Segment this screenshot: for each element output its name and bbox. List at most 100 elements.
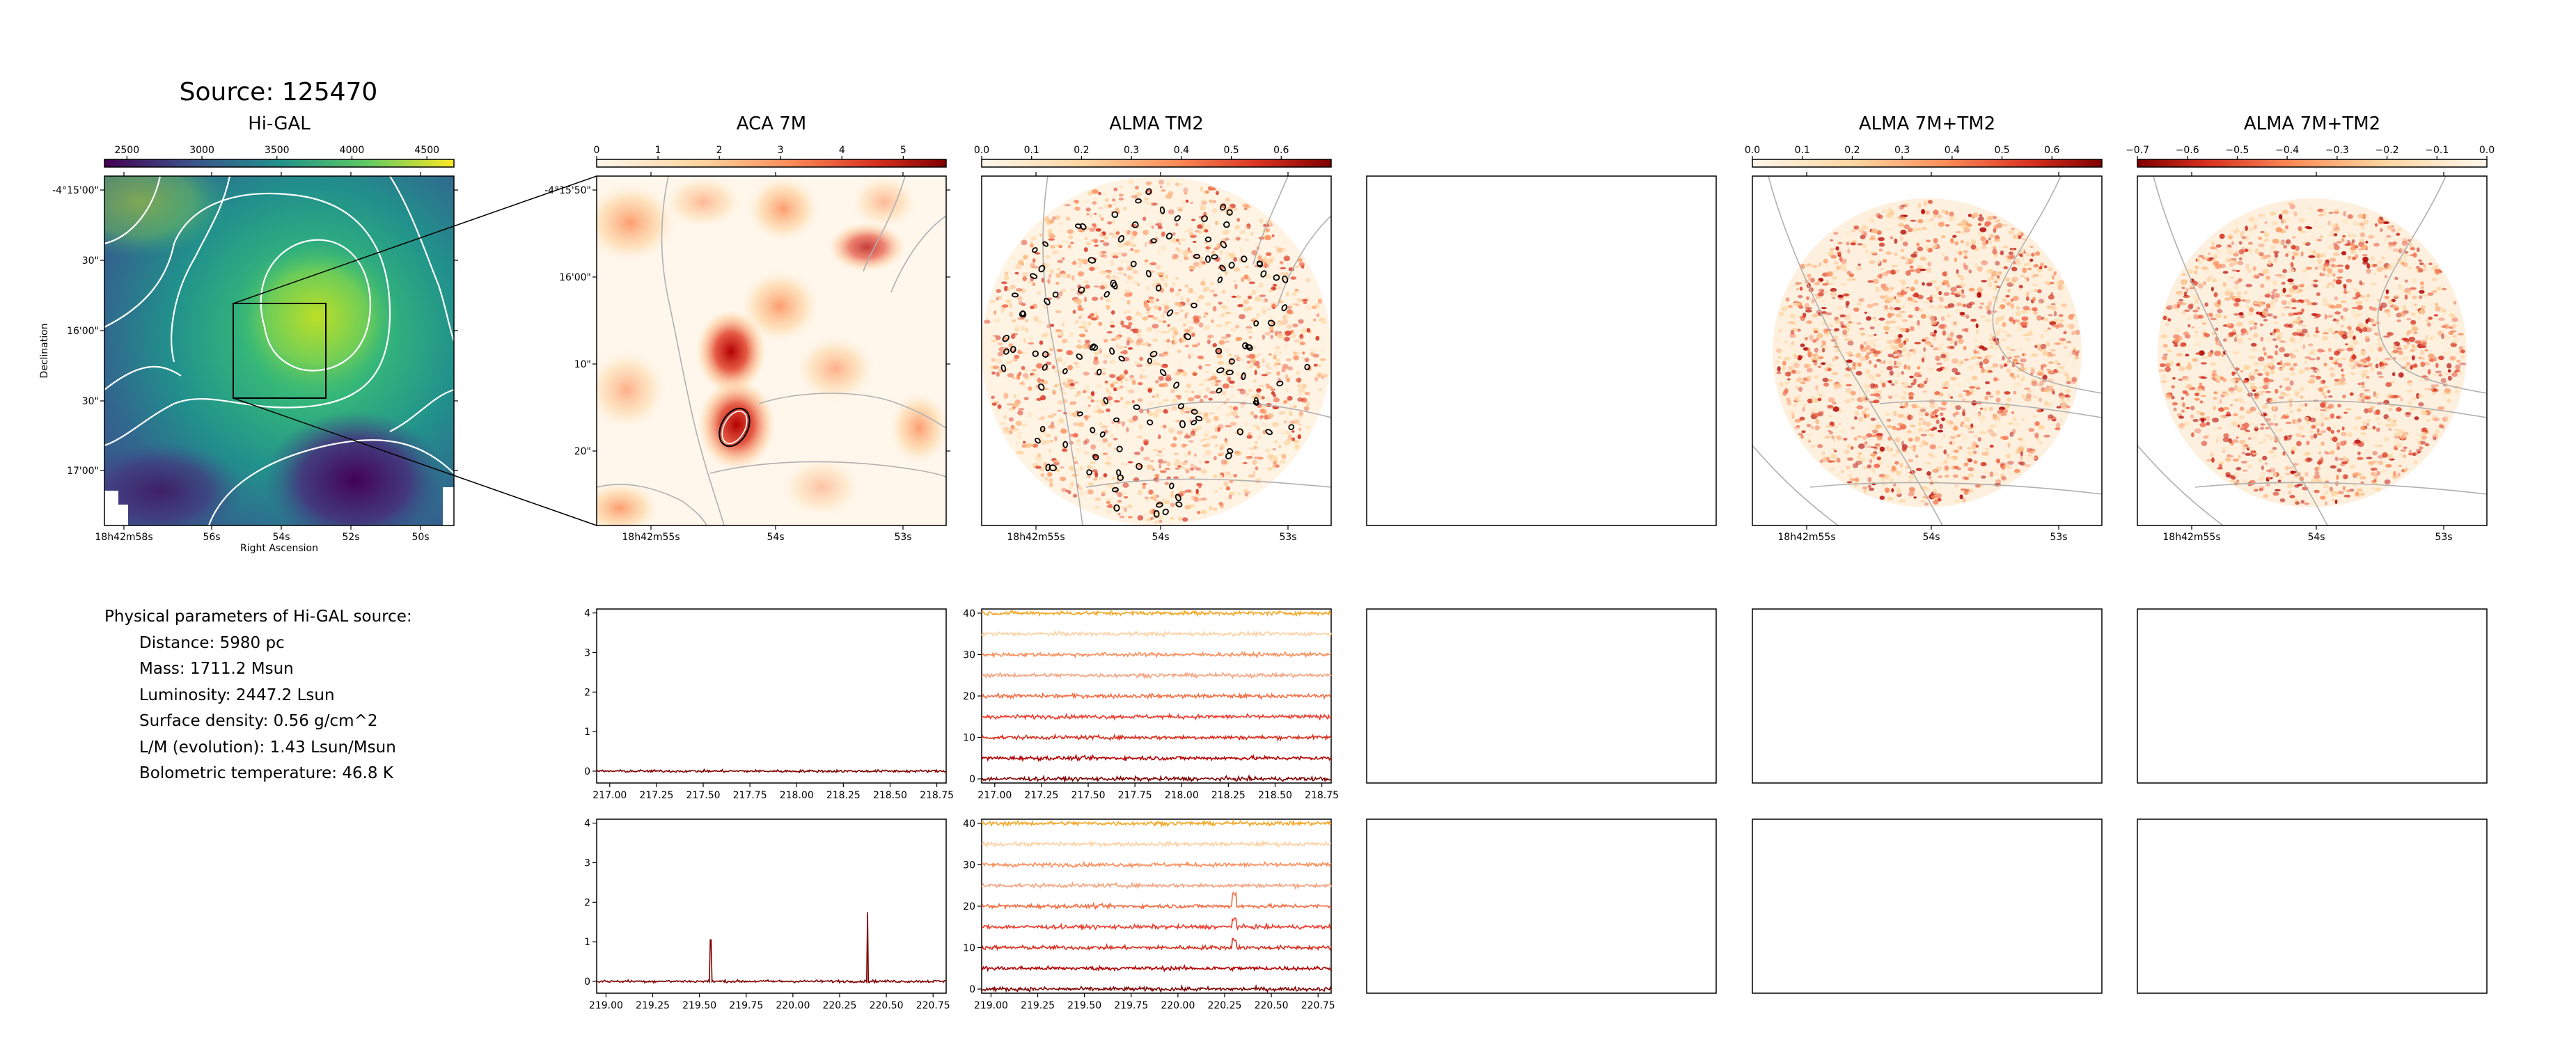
source-ellipse [1130,260,1137,267]
source-ellipse [1032,350,1039,357]
frame-alma-7m-tm2-negative [2137,175,2488,526]
source-ellipse [1110,279,1117,288]
colorbar-tick-label: 3 [778,145,784,156]
x-tick-label: 52s [342,532,359,543]
y-tick-label: 10" [574,359,591,370]
title-aca-7m: ACA 7M [737,113,807,134]
source-ellipse [1113,417,1120,422]
source-ellipse [1260,270,1267,278]
source-ellipse [1062,367,1068,374]
source-ellipse [1165,232,1173,240]
source-ellipse [1173,381,1180,389]
x-tick-label: 217.25 [1024,790,1058,801]
spectrum-line [981,753,1332,762]
source-ellipse [1103,397,1109,404]
spectrum-line [596,912,947,984]
spectrum-line [981,733,1332,742]
x-tick-label: 218.50 [1258,790,1292,801]
x-tick-label: 50s [411,532,429,543]
x-tick-label: 53s [894,532,911,543]
colorbar-tick-label: −0.7 [2126,145,2149,156]
title-higal: Hi-GAL [248,113,311,134]
source-ellipse [1032,247,1038,253]
source-ellipse [1153,509,1160,518]
frame-aca-7m [596,175,947,526]
source-ellipse [1078,286,1085,294]
image-alma-7m-tm2-negative [2137,176,2487,525]
y-tick-label: 10 [963,943,975,954]
source-ellipse [1116,445,1123,452]
x-tick-label: 18h42m55s [1777,532,1835,543]
source-ellipse [1217,276,1223,283]
source-ellipse [1118,356,1125,362]
x-tick-label: 54s [1922,532,1940,543]
empty-panel-row3-col5 [1752,818,2103,994]
colorbar-tick-label: 3000 [189,145,214,156]
x-tick-label: 18h42m55s [1007,532,1065,543]
source-ellipse [1133,404,1140,411]
source-ellipse [1117,235,1125,243]
x-tick-label: 218.50 [873,790,907,801]
spectrum-line [981,891,1332,910]
y-tick-label: 40 [963,818,975,830]
zoom-line-bottom [233,397,597,526]
colorbar-tick-label: 0.5 [1994,145,2009,156]
ylabel-higal: Declination [39,323,50,378]
source-ellipse [1273,274,1280,281]
xticks-aca-7m: 18h42m55s 54s 53s [622,172,912,543]
colorbar-tick-label: 5 [900,145,906,156]
y-tick-label: 30" [82,255,99,267]
spectrum-line [981,839,1332,848]
x-tick-label: 218.00 [780,790,814,801]
spectrum-line [981,964,1332,973]
colorbar-tick-label: 3500 [265,145,290,156]
spectrum-line [981,938,1332,951]
source-ellipse [1267,319,1275,327]
colorbar-tick-label: 0.1 [1024,145,1039,156]
source-ellipse [1030,273,1038,279]
source-ellipse [1179,420,1186,429]
colorbar-tick-label: −0.2 [2375,145,2399,156]
title-alma-7m-tm2-negative: ALMA 7M+TM2 [2244,113,2380,134]
y-tick-label: 0 [584,976,590,988]
x-tick-label: 220.25 [822,1000,856,1011]
spectrum-aca-7m-lower: 219.00 219.25 219.50 219.75 220.00 220.25 220.… [584,818,950,1011]
colorbar-tick-label: 0.3 [1894,145,1910,156]
empty-panel-row2-col5 [1752,608,2103,784]
y-tick-label: 2 [584,897,590,908]
y-tick-label: 20 [963,901,975,912]
spectrum-line [981,650,1332,659]
colorbar-alma-7m-tm2-negative [2137,159,2488,168]
source-ellipse [1281,304,1288,312]
y-tick-label: 16'00" [559,272,591,283]
empty-panel-row2-col4 [1366,608,1717,784]
source-ellipse [1216,388,1223,394]
source-ellipse [1252,400,1259,406]
y-tick-label: -4°15'00" [52,185,99,196]
x-tick-label: 219.75 [1114,1000,1148,1011]
source-ellipse [1215,347,1223,355]
xticks-alma-7m-tm2-negative: 18h42m55s 54s 53s [2162,172,2453,543]
frame-higal [104,175,455,526]
source-ellipse [1112,487,1119,493]
y-tick-label: 3 [584,858,590,869]
colorbar-ticks-alma-7m-tm2: 0.0 0.1 0.2 0.3 0.4 0.5 0.6 [1745,145,2060,159]
colorbar-tick-label: −0.6 [2176,145,2199,156]
x-tick-label: 218.75 [920,790,954,801]
colorbar-tick-label: −0.4 [2275,145,2299,156]
source-ellipse [1147,419,1154,426]
colorbar-tick-label: 0.3 [1124,145,1139,156]
x-tick-label: 54s [272,532,290,543]
colorbar-tick-label: 0.6 [1273,145,1289,156]
colorbar-alma-tm2 [981,159,1332,168]
x-tick-label: 54s [767,532,784,543]
y-tick-label: 2 [584,687,590,698]
source-ellipse [1253,320,1259,327]
source-ellipse [1044,297,1051,306]
x-tick-label: 218.25 [826,790,861,801]
source-ellipse [1191,420,1197,426]
source-ellipse [1042,363,1048,371]
source-ellipse [1226,209,1233,216]
x-tick-label: 220.50 [1255,1000,1289,1011]
colorbar-tick-label: 2500 [114,145,139,156]
